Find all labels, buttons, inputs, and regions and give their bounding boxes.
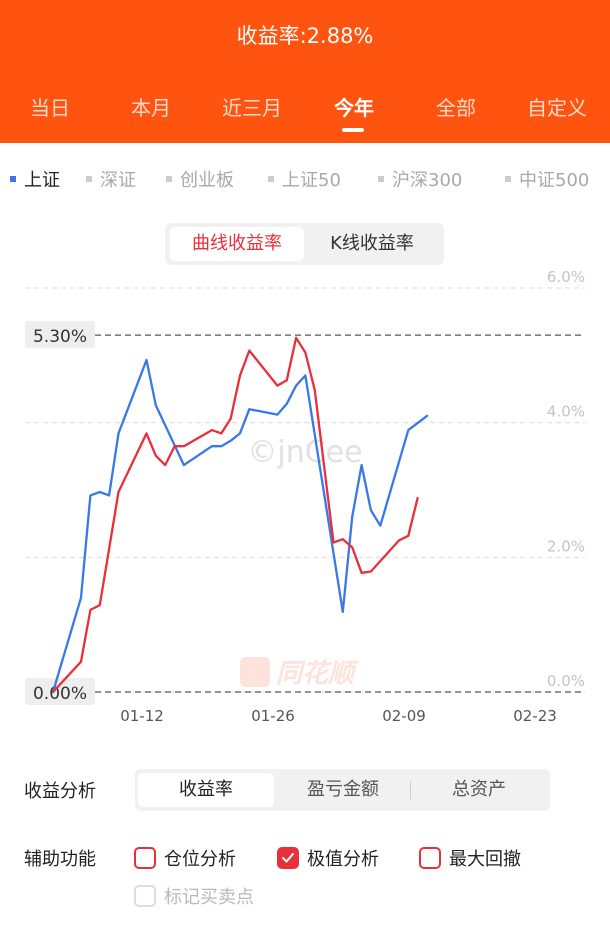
index-dot <box>166 176 172 182</box>
y-tick-label: 0.0% <box>547 672 585 690</box>
index-dot <box>378 176 384 182</box>
active-tab-indicator <box>342 128 364 132</box>
x-tick-label: 02-23 <box>513 707 557 725</box>
y-tick-label: 6.0% <box>547 268 585 286</box>
min-value-label: 0.00% <box>33 684 87 704</box>
index-shenzhen[interactable]: 深证 <box>86 166 136 192</box>
kline-return-button[interactable]: K线收益率 <box>330 233 414 254</box>
x-tick-label: 02-09 <box>382 707 426 725</box>
analysis-total-assets-button[interactable]: 总资产 <box>452 779 506 800</box>
brand-logo-icon <box>240 657 270 687</box>
check-icon <box>282 853 294 863</box>
tab-last-three-months[interactable]: 近三月 <box>222 96 282 120</box>
return-chart: 6.0% 4.0% 2.0% 0.0% 5.30% 0.00% ©jnCee 同花顺 01-12… <box>25 268 585 725</box>
analysis-toggle: 收益率 盈亏金额 总资产 <box>135 769 550 811</box>
index-dot <box>505 176 511 182</box>
return-rate-title: 收益率:2.88% <box>236 24 374 48</box>
tab-this-year[interactable]: 今年 <box>334 96 374 120</box>
tab-today[interactable]: 当日 <box>30 96 70 120</box>
y-tick-label: 2.0% <box>547 537 585 555</box>
index-csi500[interactable]: 中证500 <box>505 166 589 192</box>
index-selector: 上证 深证 创业板 上证50 沪深300 中证500 <box>0 166 610 196</box>
min-value-badge <box>25 678 95 705</box>
series-line-blue <box>51 358 429 694</box>
checkbox-box <box>419 847 441 869</box>
index-dot <box>268 176 274 182</box>
segment-divider <box>410 781 411 799</box>
x-tick-label: 01-12 <box>120 707 164 725</box>
checkbox-box-checked <box>277 847 299 869</box>
max-value-badge <box>25 321 95 349</box>
analysis-label: 收益分析 <box>24 781 96 802</box>
checkbox-box <box>134 847 156 869</box>
header-bar: 收益率:2.88% 当日 本月 近三月 今年 全部 自定义 <box>0 0 610 143</box>
analysis-return-rate-button[interactable]: 收益率 <box>138 773 274 807</box>
index-chinext[interactable]: 创业板 <box>166 166 234 192</box>
index-dot <box>86 176 92 182</box>
brand-logo-text: 同花顺 <box>276 659 359 689</box>
index-csi300[interactable]: 沪深300 <box>378 166 462 192</box>
tab-all[interactable]: 全部 <box>436 96 476 120</box>
max-value-label: 5.30% <box>33 327 87 347</box>
checkbox-box-disabled <box>134 885 156 907</box>
index-sse50[interactable]: 上证50 <box>268 166 341 192</box>
x-tick-label: 01-26 <box>251 707 295 725</box>
tab-this-month[interactable]: 本月 <box>131 96 171 120</box>
analysis-profit-amount-button[interactable]: 盈亏金额 <box>307 779 379 800</box>
assist-label: 辅助功能 <box>24 849 96 870</box>
curve-return-button[interactable]: 曲线收益率 <box>170 227 304 261</box>
index-dot <box>10 176 16 182</box>
tab-custom[interactable]: 自定义 <box>527 96 587 120</box>
y-tick-label: 4.0% <box>547 403 585 421</box>
index-shanghai[interactable]: 上证 <box>10 166 60 192</box>
watermark-text: ©jnCee <box>247 435 362 470</box>
chart-type-toggle: 曲线收益率 K线收益率 <box>165 223 444 265</box>
series-line-red <box>51 336 419 694</box>
period-tabs: 当日 本月 近三月 今年 全部 自定义 <box>0 92 610 126</box>
